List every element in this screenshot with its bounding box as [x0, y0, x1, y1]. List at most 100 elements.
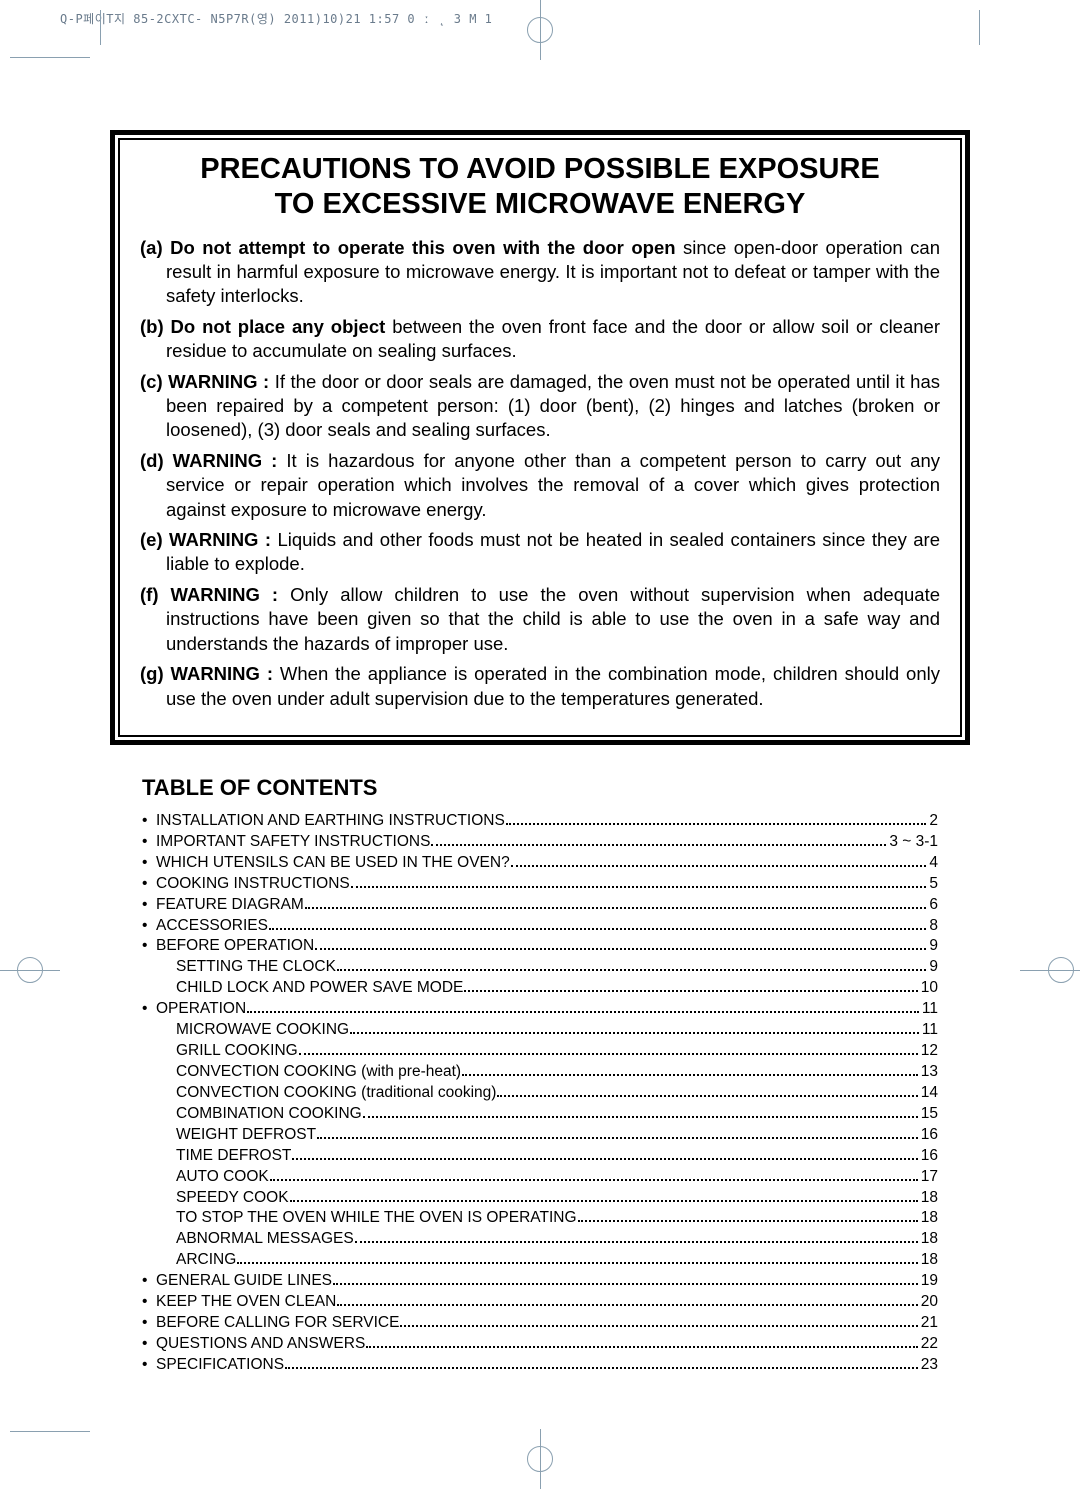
toc-page-number: 3 ~ 3-1	[887, 832, 938, 853]
toc-label: GRILL COOKING	[176, 1041, 298, 1062]
toc-page-number: 21	[919, 1313, 938, 1334]
toc-leader-dots	[578, 1220, 918, 1222]
precautions-box: PRECAUTIONS TO AVOID POSSIBLE EXPOSURE T…	[110, 130, 970, 745]
toc-page-number: 8	[927, 916, 938, 937]
toc-leader-dots	[363, 1116, 918, 1118]
toc-leader-dots	[497, 1095, 917, 1097]
toc-label: ACCESSORIES	[156, 916, 268, 937]
toc-page-number: 11	[920, 1020, 938, 1041]
toc-leader-dots	[464, 990, 917, 992]
print-header-code: Q-P페이T지 85-2CXTC- N5P7R(영) 2011)10)21 1:…	[60, 10, 492, 27]
toc-leader-dots	[269, 928, 926, 930]
toc-label: INSTALLATION AND EARTHING INSTRUCTIONS	[156, 811, 505, 832]
toc-entry: • KEEP THE OVEN CLEAN 20	[142, 1292, 938, 1313]
toc-entry: SETTING THE CLOCK 9	[142, 957, 938, 978]
toc-label: CONVECTION COOKING (with pre-heat)	[176, 1062, 461, 1083]
toc-page-number: 18	[919, 1229, 938, 1250]
toc-leader-dots	[462, 1074, 918, 1076]
registration-mark-right	[1020, 938, 1080, 1002]
toc-page-number: 15	[919, 1104, 938, 1125]
toc-bullet: •	[142, 999, 156, 1020]
precaution-item: (e) WARNING : Liquids and other foods mu…	[140, 528, 940, 577]
registration-mark-bottom	[505, 1429, 575, 1489]
toc-label: TIME DEFROST	[176, 1146, 291, 1167]
precaution-item: (g) WARNING : When the appliance is oper…	[140, 662, 940, 711]
toc-leader-dots	[506, 823, 927, 825]
toc-page-number: 11	[920, 999, 938, 1020]
title-line: PRECAUTIONS TO AVOID POSSIBLE EXPOSURE	[200, 153, 879, 185]
toc-leader-dots	[285, 1367, 918, 1369]
toc-page-number: 2	[927, 811, 938, 832]
toc-page-number: 17	[919, 1167, 938, 1188]
toc-bullet: •	[142, 1355, 156, 1376]
toc-entry: GRILL COOKING 12	[142, 1041, 938, 1062]
toc-label: IMPORTANT SAFETY INSTRUCTIONS	[156, 832, 430, 853]
toc-bullet: •	[142, 811, 156, 832]
precautions-title: PRECAUTIONS TO AVOID POSSIBLE EXPOSURE T…	[140, 152, 940, 222]
toc-entry: COMBINATION COOKING 15	[142, 1104, 938, 1125]
toc-label: OPERATION	[156, 999, 246, 1020]
toc-entry: • QUESTIONS AND ANSWERS 22	[142, 1334, 938, 1355]
toc-label: BEFORE CALLING FOR SERVICE	[156, 1313, 399, 1334]
toc-page-number: 5	[927, 874, 938, 895]
toc-page-number: 16	[919, 1125, 938, 1146]
precaution-item: (a) Do not attempt to operate this oven …	[140, 236, 940, 309]
toc-entry: • COOKING INSTRUCTIONS 5	[142, 874, 938, 895]
crop-mark	[979, 10, 980, 45]
page-content: PRECAUTIONS TO AVOID POSSIBLE EXPOSURE T…	[110, 130, 970, 1376]
toc-leader-dots	[431, 844, 886, 846]
toc-leader-dots	[350, 1032, 919, 1034]
toc-page-number: 18	[919, 1188, 938, 1209]
toc-leader-dots	[400, 1325, 917, 1327]
precaution-item: (c) WARNING : If the door or door seals …	[140, 370, 940, 443]
toc-entry: • FEATURE DIAGRAM 6	[142, 895, 938, 916]
toc-leader-dots	[237, 1262, 917, 1264]
toc-label: ARCING	[176, 1250, 236, 1271]
toc-leader-dots	[366, 1346, 917, 1348]
toc-leader-dots	[315, 948, 926, 950]
toc-bullet: •	[142, 874, 156, 895]
precaution-item: (b) Do not place any object between the …	[140, 315, 940, 364]
toc-bullet: •	[142, 853, 156, 874]
registration-mark-left	[0, 938, 60, 1002]
toc-label: QUESTIONS AND ANSWERS	[156, 1334, 365, 1355]
toc-heading: TABLE OF CONTENTS	[142, 775, 938, 801]
toc-page-number: 22	[919, 1334, 938, 1355]
toc-page-number: 10	[919, 978, 938, 999]
toc-entry: TO STOP THE OVEN WHILE THE OVEN IS OPERA…	[142, 1208, 938, 1229]
toc-entry: • IMPORTANT SAFETY INSTRUCTIONS 3 ~ 3-1	[142, 832, 938, 853]
title-line: TO EXCESSIVE MICROWAVE ENERGY	[275, 188, 806, 220]
toc-leader-dots	[299, 1053, 918, 1055]
toc-label: AUTO COOK	[176, 1167, 269, 1188]
registration-mark-top	[505, 0, 575, 60]
toc-label: CONVECTION COOKING (traditional cooking)	[176, 1083, 496, 1104]
crop-mark	[10, 57, 90, 58]
toc-page-number: 18	[919, 1250, 938, 1271]
toc-label: BEFORE OPERATION	[156, 936, 314, 957]
toc-page-number: 9	[927, 957, 938, 978]
toc-bullet: •	[142, 1334, 156, 1355]
toc-label: MICROWAVE COOKING	[176, 1020, 349, 1041]
toc-entry: • OPERATION 11	[142, 999, 938, 1020]
toc-entry: • ACCESSORIES 8	[142, 916, 938, 937]
toc-label: SPECIFICATIONS	[156, 1355, 284, 1376]
toc-entry: • WHICH UTENSILS CAN BE USED IN THE OVEN…	[142, 853, 938, 874]
precautions-box-inner: PRECAUTIONS TO AVOID POSSIBLE EXPOSURE T…	[118, 138, 962, 737]
toc-label: CHILD LOCK AND POWER SAVE MODE	[176, 978, 463, 999]
crop-mark	[100, 10, 101, 45]
toc-bullet: •	[142, 916, 156, 937]
toc-leader-dots	[305, 907, 927, 909]
toc-leader-dots	[351, 886, 927, 888]
toc-leader-dots	[317, 1137, 918, 1139]
toc-leader-dots	[355, 1241, 918, 1243]
toc-entry: • GENERAL GUIDE LINES 19	[142, 1271, 938, 1292]
crop-mark	[10, 1431, 90, 1432]
toc-entry: CHILD LOCK AND POWER SAVE MODE 10	[142, 978, 938, 999]
toc-bullet: •	[142, 1292, 156, 1313]
toc-label: COMBINATION COOKING	[176, 1104, 362, 1125]
toc-label: WHICH UTENSILS CAN BE USED IN THE OVEN?	[156, 853, 510, 874]
toc-page-number: 16	[919, 1146, 938, 1167]
toc-entry: TIME DEFROST 16	[142, 1146, 938, 1167]
table-of-contents: • INSTALLATION AND EARTHING INSTRUCTIONS…	[142, 811, 938, 1376]
toc-leader-dots	[270, 1179, 918, 1181]
